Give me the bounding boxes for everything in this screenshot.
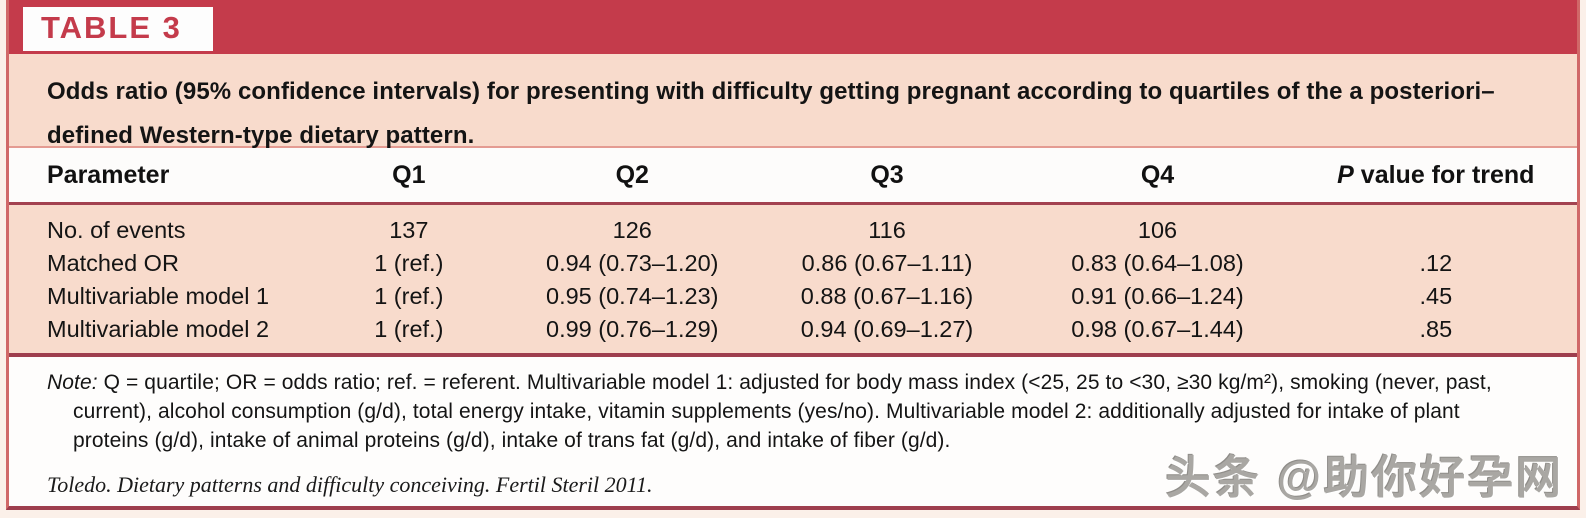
citation-section: Toledo. Dietary patterns and difficulty … (9, 456, 1577, 506)
table-row: No. of events 137 126 116 106 (9, 214, 1577, 247)
column-header-q1: Q1 (392, 160, 426, 189)
table-number-label: TABLE 3 (41, 10, 182, 45)
table-row: Multivariable model 1 1 (ref.) 0.95 (0.7… (9, 280, 1577, 313)
column-header-q2: Q2 (615, 160, 649, 189)
cell-p-value: .85 (1419, 316, 1453, 342)
table-footnote-section: Note: Q = quartile; OR = odds ratio; ref… (9, 357, 1577, 456)
column-header-q3: Q3 (870, 160, 904, 189)
table-row: Matched OR 1 (ref.) 0.94 (0.73–1.20) 0.8… (9, 247, 1577, 280)
note-label: Note: (47, 371, 98, 394)
table-row: Multivariable model 2 1 (ref.) 0.99 (0.7… (9, 313, 1577, 346)
cell-q3: 0.86 (0.67–1.11) (801, 250, 973, 276)
cell-q3: 0.88 (0.67–1.16) (800, 283, 974, 309)
p-symbol: P (1337, 160, 1354, 189)
cell-q1: 1 (ref.) (374, 283, 444, 309)
cell-q1: 1 (ref.) (374, 250, 444, 276)
p-value-label-rest: value for trend (1353, 160, 1535, 189)
row-label: Matched OR (47, 250, 179, 276)
cell-q2: 0.99 (0.76–1.29) (546, 316, 719, 342)
cell-q4: 0.83 (0.64–1.08) (1071, 250, 1244, 276)
row-label: Multivariable model 2 (47, 316, 270, 342)
column-header-q4: Q4 (1140, 160, 1175, 189)
watermark: 头条 @助你好孕网 (1165, 452, 1564, 503)
table-body: No. of events 137 126 116 106 Matched OR… (9, 205, 1577, 357)
cell-q4: 0.98 (0.67–1.44) (1071, 316, 1244, 342)
table-frame: TABLE 3 Odds ratio (95% confidence inter… (6, 0, 1580, 510)
cell-q2: 0.94 (0.73–1.20) (546, 250, 719, 276)
cell-p-value: .12 (1419, 250, 1453, 276)
table-title-section: Odds ratio (95% confidence intervals) fo… (9, 54, 1577, 149)
table-header-row: Parameter Q1 Q2 Q3 Q4 P value for trend (9, 148, 1577, 205)
row-label: Multivariable model 1 (47, 283, 270, 309)
table-footnote: Note: Q = quartile; OR = odds ratio; ref… (47, 369, 1531, 456)
cell-q4: 106 (1137, 217, 1178, 243)
table-number-box: TABLE 3 (23, 7, 213, 51)
citation: Toledo. Dietary patterns and difficulty … (47, 471, 653, 497)
cell-q2: 0.95 (0.74–1.23) (546, 283, 719, 309)
cell-q1: 137 (389, 217, 429, 243)
cell-q3: 0.94 (0.69–1.27) (800, 316, 974, 342)
column-header-parameter: Parameter (47, 160, 170, 189)
cell-q3: 116 (868, 217, 906, 243)
cell-p-value: .45 (1419, 283, 1453, 309)
row-label: No. of events (47, 217, 186, 243)
cell-q1: 1 (ref.) (374, 316, 444, 342)
table-title: Odds ratio (95% confidence intervals) fo… (47, 78, 1495, 150)
cell-q2: 126 (612, 217, 652, 243)
note-body: Q = quartile; OR = odds ratio; ref. = re… (73, 371, 1492, 452)
table-number-banner: TABLE 3 (9, 0, 1577, 54)
column-header-p-value: P value for trend (1295, 161, 1577, 190)
cell-q4: 0.91 (0.66–1.24) (1071, 283, 1244, 309)
